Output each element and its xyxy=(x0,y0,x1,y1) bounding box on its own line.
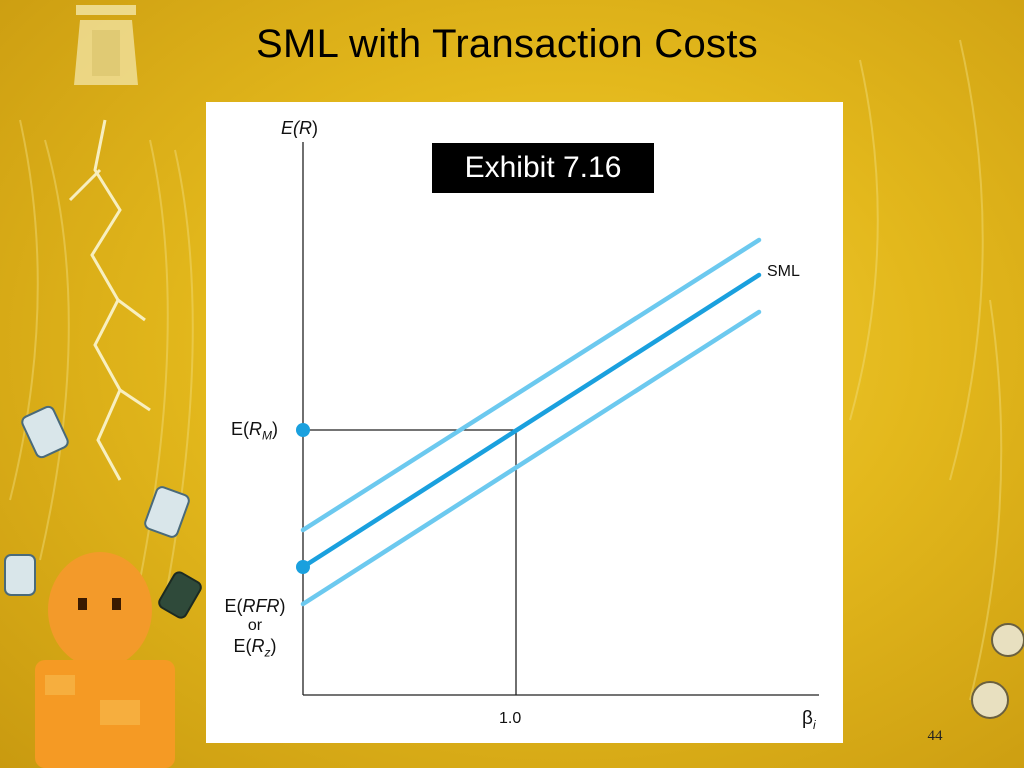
risk-free-marker xyxy=(296,560,310,574)
x-axis-symbol: β xyxy=(802,708,813,729)
lower-band-line xyxy=(300,309,762,607)
y-axis-label-var: R xyxy=(299,118,312,138)
market-label-suffix: ) xyxy=(272,419,278,439)
market-label-var: R xyxy=(249,419,262,439)
market-return-label: E(RM) xyxy=(231,420,278,442)
rfr-line-3: E(Rz) xyxy=(214,636,296,663)
y-axis-label-prefix: E( xyxy=(281,118,299,138)
x-axis-sub: i xyxy=(812,717,816,732)
sml-diagram xyxy=(296,142,819,696)
rfr-line-1: E(RFR) xyxy=(214,596,296,616)
sml-label: SML xyxy=(767,263,800,280)
y-axis-label-suffix: ) xyxy=(312,118,318,138)
rz-var: R xyxy=(251,636,265,656)
slide-title: SML with Transaction Costs xyxy=(255,22,759,66)
market-label-sub: M xyxy=(262,428,272,443)
rz-prefix: E( xyxy=(233,636,252,656)
exhibit-label: Exhibit 7.16 xyxy=(432,143,654,193)
lamp-icon xyxy=(74,5,138,85)
plug-icon xyxy=(4,405,202,619)
rz-sub: z xyxy=(264,645,271,660)
exhibit-panel: Exhibit 7.16 E(R) SML E(RM) E(RFR) or E(… xyxy=(206,102,843,743)
y-axis-label: E(R) xyxy=(281,119,318,137)
market-label-prefix: E( xyxy=(231,419,249,439)
rfr-prefix: E( xyxy=(224,596,243,616)
sml-line xyxy=(300,272,762,570)
upper-band-line xyxy=(300,237,762,533)
rfr-var: RFR xyxy=(242,596,280,616)
lightning-icon xyxy=(68,119,151,481)
cartoon-figure xyxy=(35,552,175,768)
plug-icon-right xyxy=(971,623,1024,719)
market-return-marker xyxy=(296,423,310,437)
x-axis-label: βi xyxy=(802,709,816,731)
rfr-suffix: ) xyxy=(279,596,286,616)
rfr-line-2: or xyxy=(247,617,263,634)
rz-suffix: ) xyxy=(270,636,277,656)
x-tick-label: 1.0 xyxy=(499,710,522,727)
page-number: 44 xyxy=(927,728,943,744)
risk-free-label: E(RFR) or E(Rz) xyxy=(214,596,296,663)
